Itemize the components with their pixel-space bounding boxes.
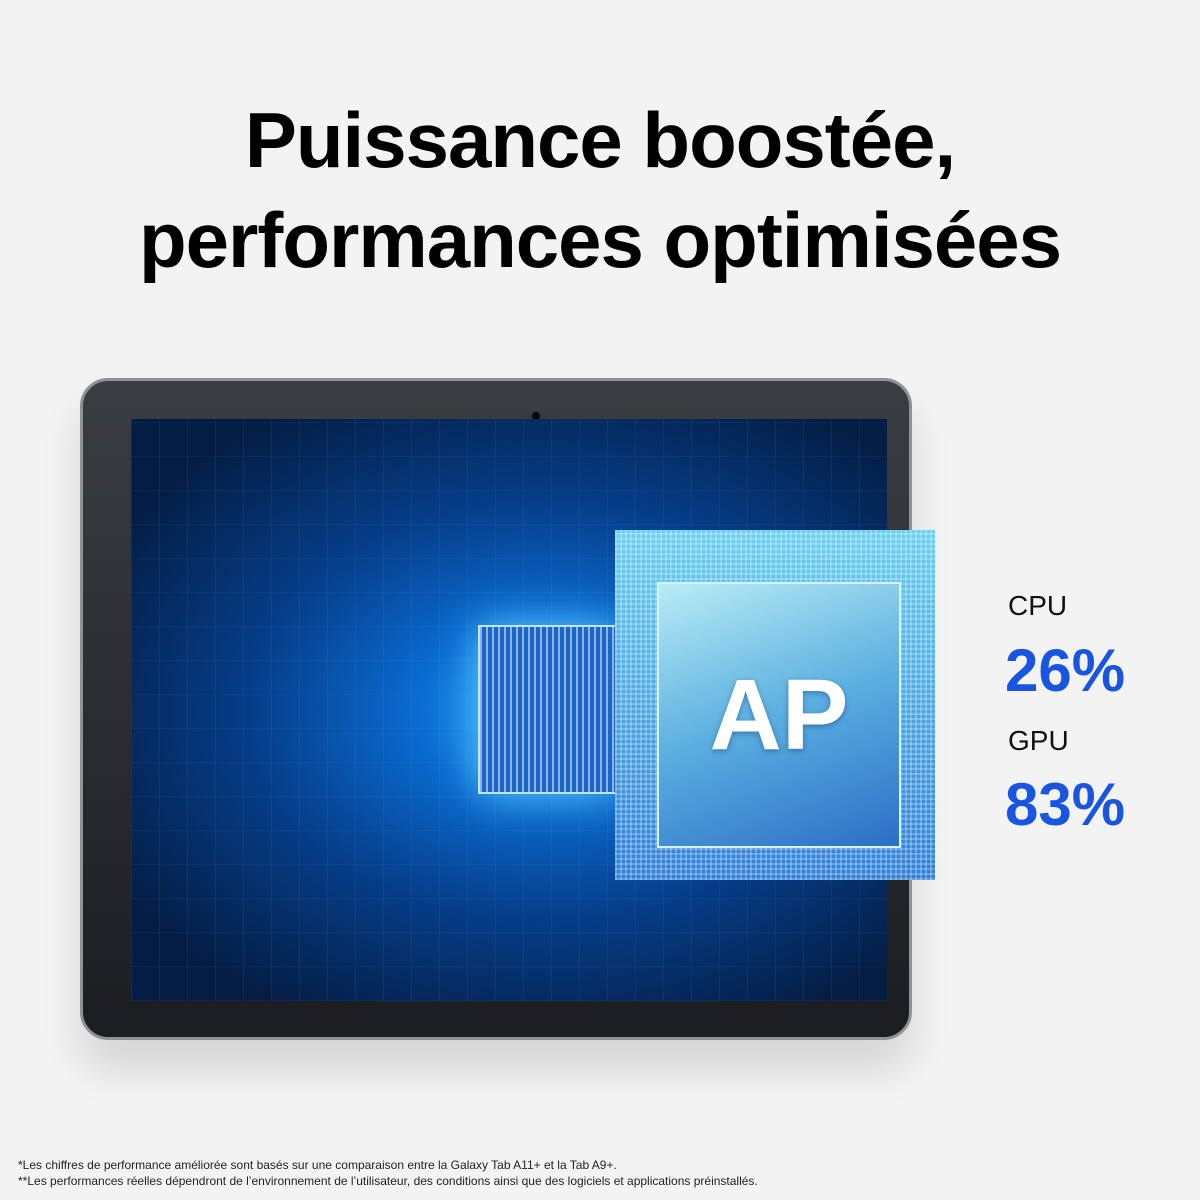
ap-chip-face: AP	[657, 582, 901, 848]
cpu-value: 26%	[1005, 637, 1126, 704]
small-chip-graphic	[478, 625, 619, 794]
cpu-label: CPU	[1008, 590, 1068, 621]
footnote-2: **Les performances réelles dépendront de…	[18, 1174, 758, 1188]
ap-chip-label: AP	[709, 658, 849, 771]
ap-chip-graphic: AP	[615, 530, 935, 880]
gpu-value: 83%	[1005, 771, 1126, 838]
gpu-label: GPU	[1008, 725, 1069, 756]
headline-line-1: Puissance boostée,	[244, 96, 956, 184]
footnote-1: *Les chiffres de performance améliorée s…	[18, 1158, 617, 1172]
headline-line-2: performances optimisées	[138, 196, 1062, 284]
